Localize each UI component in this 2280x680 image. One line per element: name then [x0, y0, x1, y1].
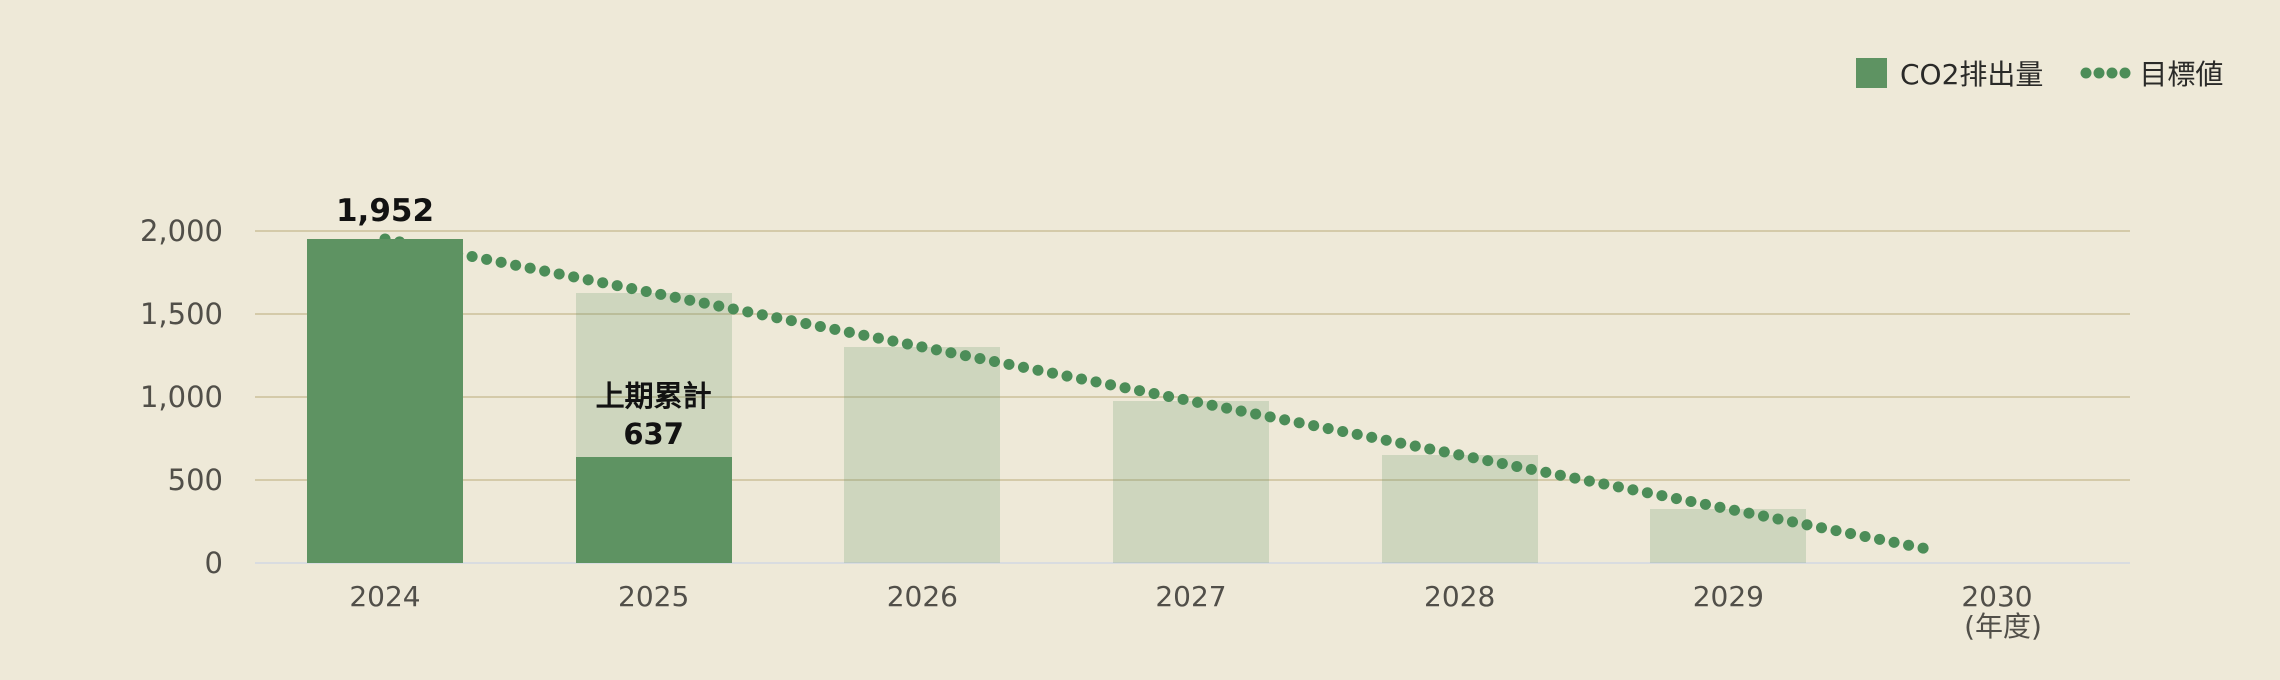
- annotation-line1: 上期累計: [595, 379, 712, 414]
- annotation-line2: 637: [623, 417, 684, 452]
- gridline: [255, 396, 2130, 398]
- x-tick-label-2024: 2024: [349, 580, 421, 613]
- target-bar-2028: [1381, 454, 1538, 563]
- x-tick-label-2029: 2029: [1692, 580, 1764, 613]
- gridline: [255, 230, 2130, 232]
- target-bar-2027: [1113, 400, 1269, 563]
- co2-bar-2024: [307, 238, 463, 563]
- y-tick-label: 1,500: [139, 297, 223, 331]
- x-tick-label-2026: 2026: [886, 580, 958, 613]
- x-tick-label-2028: 2028: [1424, 580, 1496, 613]
- target-bar-2026: [844, 347, 1001, 563]
- x-tick-label-2030: 2030: [1961, 580, 2033, 613]
- x-tick-label-2025: 2025: [618, 580, 690, 613]
- co2-legend-swatch-icon: [1856, 58, 1887, 88]
- co2-bar-2025: [575, 457, 732, 563]
- y-tick-label: 1,000: [139, 380, 223, 414]
- target-legend-dots-icon: [2080, 67, 2131, 79]
- x-tick-label-2027: 2027: [1155, 580, 1227, 613]
- x-axis-baseline: [255, 562, 2130, 564]
- x-axis-unit-label: (年度): [1964, 610, 2042, 643]
- legend-label-co2: CO2排出量: [1900, 58, 2044, 91]
- legend: CO2排出量 目標値: [1856, 53, 2223, 93]
- y-tick-label: 0: [204, 546, 223, 580]
- gridline: [255, 313, 2130, 315]
- legend-label-target: 目標値: [2139, 58, 2224, 91]
- first-half-total-annotation: 上期累計 637: [596, 377, 712, 453]
- bar-value-label: 1,952: [335, 192, 435, 229]
- gridline: [255, 479, 2130, 481]
- y-tick-label: 2,000: [139, 214, 223, 248]
- y-tick-label: 500: [167, 463, 223, 497]
